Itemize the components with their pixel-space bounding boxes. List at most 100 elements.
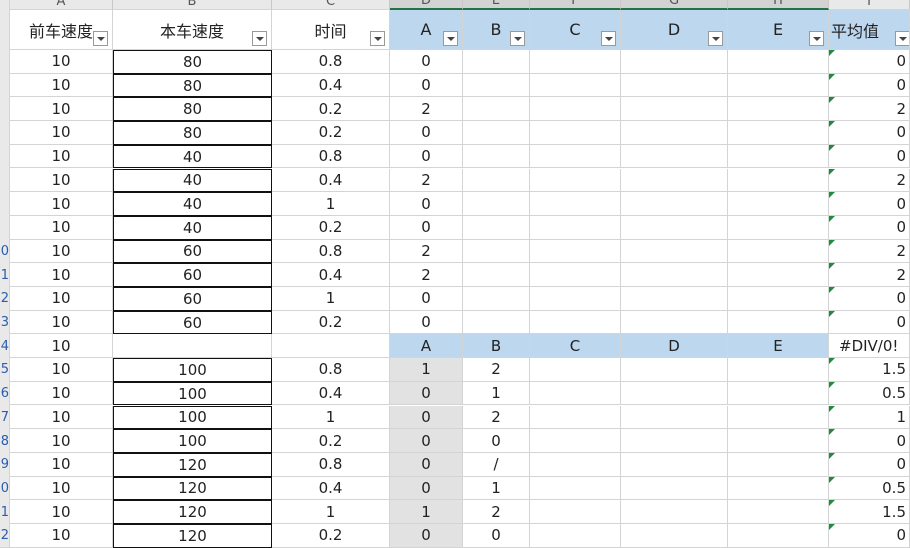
cell[interactable]: 0	[390, 50, 463, 74]
cell[interactable]	[530, 476, 621, 501]
column-letter[interactable]: D	[390, 0, 463, 10]
cell[interactable]: 10	[10, 358, 113, 382]
cell[interactable]: 10	[10, 381, 113, 406]
cell[interactable]: 40	[113, 215, 272, 240]
cell[interactable]: 1	[272, 405, 390, 430]
cell[interactable]	[621, 500, 728, 524]
cell[interactable]: 0	[463, 524, 530, 548]
cell[interactable]: 0.2	[272, 97, 390, 122]
cell[interactable]: 60	[113, 287, 272, 311]
cell[interactable]: 0	[390, 310, 463, 335]
row-number[interactable]: 2	[0, 528, 9, 544]
cell[interactable]: 0	[829, 215, 910, 240]
cell[interactable]: 120	[113, 452, 272, 477]
cell[interactable]: 0	[829, 121, 910, 145]
cell[interactable]	[530, 239, 621, 264]
cell[interactable]: B	[463, 334, 530, 359]
row-number[interactable]: 0	[0, 243, 9, 259]
cell[interactable]	[463, 144, 530, 169]
cell[interactable]	[621, 121, 728, 145]
cell[interactable]: 0.8	[272, 144, 390, 169]
cell[interactable]: 1	[272, 192, 390, 216]
cell[interactable]: 0	[829, 287, 910, 311]
header-cell[interactable]: 本车速度	[113, 10, 272, 50]
row-number[interactable]: 1	[0, 504, 9, 520]
cell[interactable]: 2	[463, 405, 530, 430]
filter-button[interactable]	[708, 31, 723, 46]
cell[interactable]: 0.5	[829, 381, 910, 406]
header-cell[interactable]: 平均值	[829, 10, 910, 50]
cell[interactable]: 10	[10, 476, 113, 501]
row-number[interactable]: 3	[0, 315, 9, 331]
cell[interactable]: 10	[10, 50, 113, 74]
cell[interactable]	[113, 334, 272, 359]
column-letter[interactable]: B	[113, 0, 272, 10]
cell[interactable]	[728, 263, 829, 287]
cell[interactable]: 2	[829, 97, 910, 122]
cell[interactable]	[621, 287, 728, 311]
filter-button[interactable]	[809, 31, 824, 46]
cell[interactable]	[728, 524, 829, 548]
row-number[interactable]: 2	[0, 291, 9, 307]
cell[interactable]: 80	[113, 73, 272, 98]
cell[interactable]: 10	[10, 263, 113, 287]
cell[interactable]: 0.4	[272, 476, 390, 501]
cell[interactable]: 1	[272, 287, 390, 311]
cell[interactable]	[621, 405, 728, 430]
cell[interactable]	[463, 121, 530, 145]
cell[interactable]	[463, 263, 530, 287]
cell[interactable]	[621, 524, 728, 548]
cell[interactable]: 80	[113, 97, 272, 122]
cell[interactable]: #DIV/0!	[829, 334, 910, 359]
row-number[interactable]: 5	[0, 362, 9, 378]
cell[interactable]	[621, 429, 728, 453]
cell[interactable]: 1	[272, 500, 390, 524]
cell[interactable]	[530, 121, 621, 145]
cell[interactable]: 10	[10, 287, 113, 311]
cell[interactable]	[530, 215, 621, 240]
row-number[interactable]: 9	[0, 457, 9, 473]
cell[interactable]: 60	[113, 239, 272, 264]
cell[interactable]: 2	[829, 263, 910, 287]
column-letter[interactable]: H	[728, 0, 829, 10]
cell[interactable]: 0.2	[272, 524, 390, 548]
column-letter[interactable]: A	[10, 0, 113, 10]
cell[interactable]	[463, 73, 530, 98]
cell[interactable]: 0	[829, 310, 910, 335]
cell[interactable]: 10	[10, 500, 113, 524]
cell[interactable]	[728, 121, 829, 145]
cell[interactable]	[463, 97, 530, 122]
cell[interactable]: 60	[113, 263, 272, 287]
cell[interactable]: 120	[113, 500, 272, 524]
cell[interactable]: 100	[113, 381, 272, 406]
cell[interactable]	[530, 381, 621, 406]
cell[interactable]: 100	[113, 358, 272, 382]
header-cell[interactable]: 时间	[272, 10, 390, 50]
cell[interactable]: C	[530, 334, 621, 359]
cell[interactable]	[621, 215, 728, 240]
cell[interactable]: 0	[390, 476, 463, 501]
row-number[interactable]: 0	[0, 480, 9, 496]
header-cell[interactable]: D	[621, 10, 728, 50]
cell[interactable]	[463, 50, 530, 74]
cell[interactable]	[728, 358, 829, 382]
cell[interactable]: 100	[113, 429, 272, 453]
cell[interactable]: 10	[10, 192, 113, 216]
row-number[interactable]: 8	[0, 433, 9, 449]
cell[interactable]: D	[621, 334, 728, 359]
cell[interactable]	[621, 50, 728, 74]
cell[interactable]	[530, 73, 621, 98]
cell[interactable]: 10	[10, 168, 113, 193]
cell[interactable]	[463, 239, 530, 264]
cell[interactable]: 0	[390, 452, 463, 477]
cell[interactable]: 2	[463, 500, 530, 524]
cell[interactable]: 0	[829, 73, 910, 98]
header-cell[interactable]: 前车速度	[10, 10, 113, 50]
filter-button[interactable]	[93, 31, 108, 46]
cell[interactable]	[463, 168, 530, 193]
column-letter[interactable]: C	[272, 0, 390, 10]
cell[interactable]: 0.8	[272, 452, 390, 477]
cell[interactable]: 2	[390, 97, 463, 122]
cell[interactable]	[530, 192, 621, 216]
cell[interactable]	[272, 334, 390, 359]
